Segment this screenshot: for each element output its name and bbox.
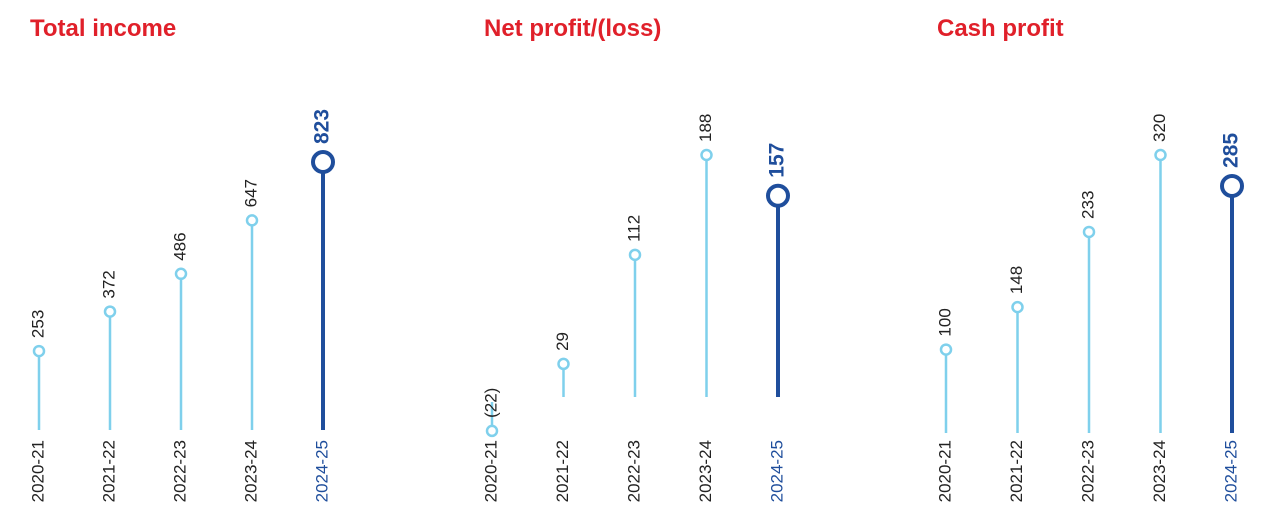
value-label: 320 [1150, 114, 1169, 142]
marker [700, 148, 713, 162]
value-label: 233 [1078, 191, 1097, 219]
value-label: 148 [1007, 266, 1026, 294]
x-tick-label: 2024-25 [312, 440, 331, 502]
chart-title: Cash profit [937, 15, 1064, 42]
value-label: 100 [935, 308, 954, 336]
x-tick-label: 2021-22 [553, 440, 572, 502]
marker [939, 343, 953, 356]
x-tick-label: 2023-24 [241, 440, 260, 502]
x-tick-label: 2020-21 [28, 440, 47, 502]
marker [557, 357, 570, 371]
marker [485, 424, 499, 438]
marker [628, 248, 642, 262]
marker [1082, 225, 1096, 239]
value-label: 29 [553, 332, 572, 351]
value-label: 285 [1220, 133, 1243, 168]
x-tick-label: 2021-22 [99, 440, 118, 502]
x-tick-label: 2022-23 [170, 440, 189, 502]
chart-title: Total income [30, 15, 176, 42]
marker [174, 267, 188, 281]
marker [1154, 148, 1167, 162]
value-label: 112 [624, 215, 643, 242]
value-label: 253 [28, 310, 47, 338]
value-label: (22) [481, 388, 500, 418]
x-tick-label: 2022-23 [624, 440, 643, 502]
x-tick-label: 2023-24 [1150, 440, 1169, 502]
x-tick-label: 2024-25 [1221, 440, 1240, 502]
x-tick-label: 2020-21 [935, 440, 954, 502]
value-label: 486 [170, 232, 189, 260]
x-tick-label: 2023-24 [696, 440, 715, 502]
marker [32, 344, 46, 358]
marker [1220, 173, 1244, 198]
value-label: 188 [696, 114, 715, 142]
x-tick-label: 2022-23 [1078, 440, 1097, 502]
x-tick-label: 2024-25 [767, 440, 786, 502]
marker [103, 305, 117, 318]
marker [245, 214, 259, 227]
value-label: 372 [99, 270, 118, 298]
x-tick-label: 2021-22 [1007, 440, 1026, 502]
marker [766, 183, 790, 208]
marker [1011, 300, 1024, 314]
value-label: 823 [311, 109, 334, 144]
chart-title: Net profit/(loss) [484, 15, 661, 42]
value-label: 647 [241, 179, 260, 207]
x-tick-label: 2020-21 [481, 440, 500, 502]
marker [311, 150, 335, 174]
value-label: 157 [766, 143, 789, 178]
